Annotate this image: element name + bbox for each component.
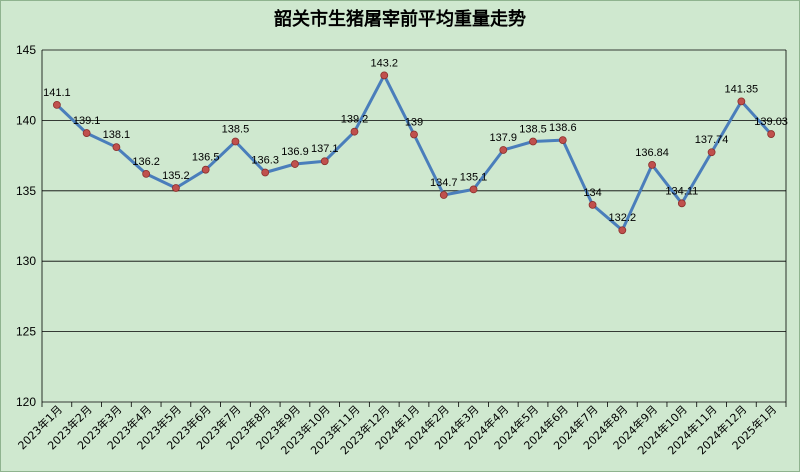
data-point [499,146,508,154]
data-label: 138.5 [519,124,547,136]
y-tick-label: 140 [16,113,36,127]
data-point [439,191,448,199]
data-point [380,71,389,80]
data-label: 135.2 [162,170,190,182]
data-point [172,184,180,192]
data-point [142,170,151,178]
data-label: 139.03 [754,116,788,128]
y-tick-label: 130 [16,254,36,268]
chart-title: 韶关市生猪屠宰前平均重量走势 [274,8,526,30]
data-label: 141.1 [43,87,71,99]
y-tick-label: 120 [16,395,36,409]
data-point [350,127,359,136]
data-point [618,226,627,235]
data-label: 139.2 [341,114,369,126]
data-point [648,160,656,169]
data-point [767,130,776,138]
data-label: 134 [583,187,601,199]
data-label: 141.35 [725,83,759,95]
data-point [320,157,329,166]
data-point [558,136,567,145]
data-point [469,185,478,194]
data-label: 132.2 [609,212,637,224]
data-point [52,101,61,109]
data-label: 137.1 [311,143,339,155]
data-point [231,137,240,146]
data-point [410,130,418,139]
data-label: 139 [405,116,423,128]
y-tick-label: 135 [16,184,36,198]
data-label: 138.6 [549,122,577,134]
data-label: 138.1 [103,129,131,141]
data-label: 137.74 [695,134,729,146]
data-label: 138.5 [222,124,250,136]
data-point [529,137,537,146]
data-label: 134.11 [665,185,698,197]
data-point [707,148,716,157]
data-label: 137.9 [490,132,518,144]
data-label: 135.1 [460,171,488,183]
data-point [261,168,270,177]
data-point [82,129,91,137]
y-tick-label: 125 [16,325,36,339]
data-point [588,200,597,209]
data-label: 139.1 [73,115,101,127]
data-point [291,160,299,168]
data-label: 134.7 [430,177,458,189]
data-label: 136.2 [132,156,160,168]
data-label: 136.3 [251,154,279,166]
data-label: 136.5 [192,152,220,164]
y-tick-label: 145 [16,43,36,57]
data-label: 136.9 [281,146,309,158]
data-point [677,199,686,208]
data-point [201,165,210,174]
data-point [112,143,121,152]
data-point [737,97,746,106]
data-label: 143.2 [370,57,398,69]
data-label: 136.84 [635,147,669,159]
